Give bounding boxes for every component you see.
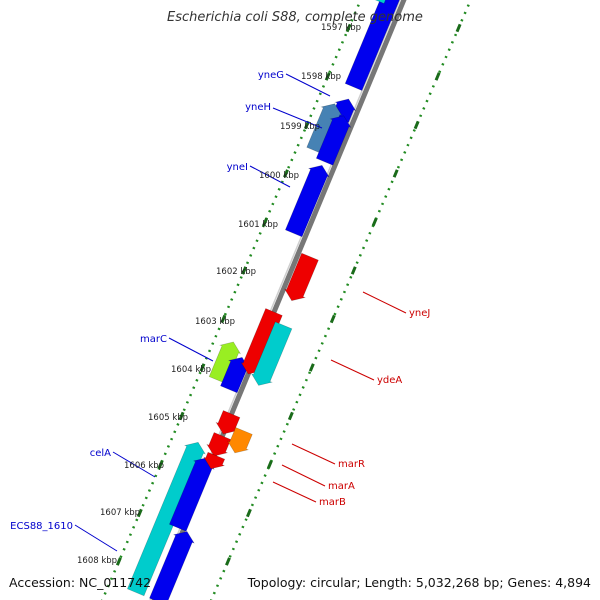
leader-marR (291, 443, 336, 465)
gene-label-yneH: yneH (245, 102, 271, 113)
page-title: Escherichia coli S88, complete genome (167, 10, 423, 25)
leader-yneG (285, 73, 331, 97)
gene-arrow-yneH-b (315, 115, 352, 166)
gene-arrow-yneG (344, 0, 400, 91)
gene-features (127, 0, 400, 600)
gene-label-yneG: yneG (258, 70, 284, 81)
gene-arrow-yneH (306, 103, 343, 155)
gene-arrow-ydeA (250, 321, 293, 386)
gene-arrow-yneI (285, 165, 330, 238)
ruler-label-1604: 1604 kbp (171, 365, 211, 375)
ruler-label-1600: 1600 kbp (259, 171, 299, 181)
leader-yneI (249, 165, 291, 188)
ruler-tick-left (220, 314, 227, 324)
ruler-label-1601: 1601 kbp (238, 220, 278, 230)
ruler-tick-right (371, 217, 378, 227)
ruler-label-1608: 1608 kbp (77, 556, 117, 566)
ruler-tick-right (329, 314, 336, 324)
gene-label-marC: marC (140, 334, 167, 345)
gene-arrow-marC (208, 341, 242, 384)
gene-arrow-ECS88_1610 (149, 531, 195, 600)
gene-label-ydeA: ydeA (377, 375, 402, 386)
ruler-tick-right (455, 23, 462, 33)
ruler-tick-right (287, 411, 294, 421)
tick-dots-right (209, 0, 473, 600)
kbp-ruler (115, 23, 462, 566)
ruler-tick-right (308, 363, 315, 372)
ruler-label-1599: 1599 kbp (280, 122, 320, 132)
ruler-tick-left (324, 72, 331, 81)
gene-label-ECS88_1610: ECS88_1610 (10, 521, 73, 532)
ruler-tick-right (392, 169, 399, 178)
ruler-tick-left (199, 363, 206, 372)
ruler-label-1602: 1602 kbp (216, 267, 256, 277)
leader-yneJ (362, 291, 407, 314)
gene-label-marR: marR (338, 459, 365, 470)
ruler-tick-right (413, 120, 420, 130)
gene-arrow-celA-b (169, 457, 215, 532)
leader-ECS88_1610 (74, 524, 118, 552)
gene-label-yneJ: yneJ (409, 308, 430, 319)
leader-ydeA (330, 359, 375, 381)
gene-arrow-marB (203, 451, 226, 470)
ruler-label-1607: 1607 kbp (100, 508, 140, 518)
gene-arrow-yneJ (283, 252, 319, 301)
tick-dots-left (100, 0, 363, 600)
gene-arrow-celA (127, 441, 206, 597)
ruler-tick-right (266, 460, 273, 469)
ruler-label-partial: 1597 kbp (321, 23, 361, 33)
leader-marB (272, 481, 317, 503)
ruler-label-1598: 1598 kbp (301, 72, 341, 82)
ruler-tick-left (283, 169, 289, 178)
ruler-tick-left (136, 508, 143, 518)
leader-celA (112, 451, 156, 478)
topology-text: Topology: circular; Length: 5,032,268 bp… (247, 575, 591, 590)
gene-arrow-marR (227, 427, 253, 454)
gene-arrow-marA (206, 432, 232, 457)
leader-marC (168, 337, 214, 362)
ruler-label-1605: 1605 kbp (148, 413, 188, 423)
ruler-tick-left (178, 411, 185, 421)
ruler-label-1606: 1606 kbp (124, 461, 164, 471)
leader-yneH (272, 107, 323, 129)
leader-marA (281, 464, 326, 487)
gene-label-marB: marB (319, 497, 346, 508)
ruler-tick-right (225, 557, 231, 566)
ruler-tick-left (157, 460, 164, 469)
gene-label-yneI: yneI (227, 162, 248, 173)
gene-label-celA: celA (90, 448, 111, 459)
accession-text: Accession: NC_011742 (9, 575, 152, 590)
ruler-tick-right (246, 508, 252, 518)
ruler-tick-right (350, 266, 357, 275)
ruler-label-1603: 1603 kbp (195, 317, 235, 327)
ruler-tick-right (434, 72, 441, 81)
ruler-tick-left (345, 23, 352, 33)
dot-track-left (100, 0, 363, 600)
gene-label-marA: marA (328, 481, 355, 492)
ruler-tick-left (115, 557, 122, 566)
ruler-tick-left (241, 266, 248, 275)
ruler-tick-left (262, 217, 269, 227)
dot-track-right (209, 0, 473, 600)
gene-arrow-top-cyan (374, 0, 386, 4)
label-leaders (74, 73, 407, 552)
